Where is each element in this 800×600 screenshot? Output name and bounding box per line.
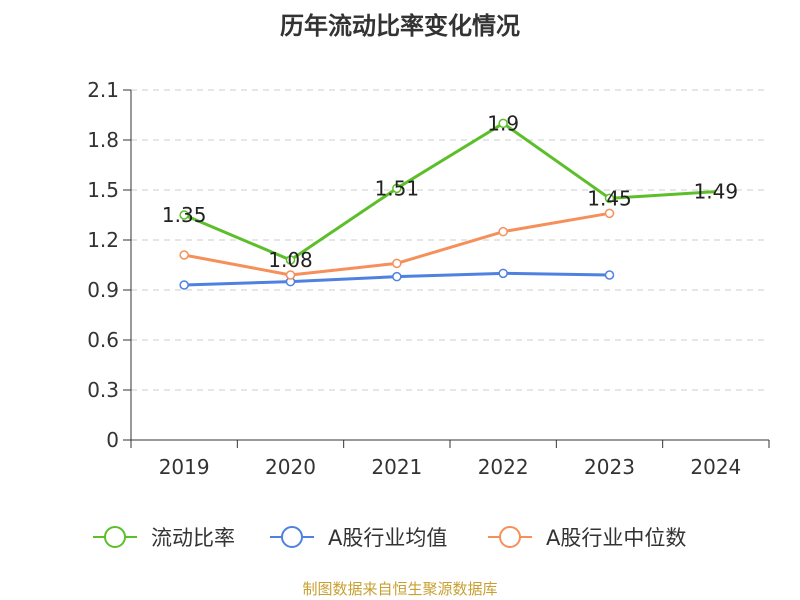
y-tick-label: 0.3 xyxy=(87,378,119,402)
y-tick-label: 0.9 xyxy=(87,278,119,302)
legend-marker xyxy=(499,526,521,548)
x-tick-label: 2020 xyxy=(265,455,316,479)
x-tick-label: 2019 xyxy=(159,455,210,479)
y-tick-label: 0 xyxy=(106,428,119,452)
data-label: 1.49 xyxy=(694,180,739,204)
data-point xyxy=(392,258,402,269)
legend-marker xyxy=(281,526,303,548)
series-line-0 xyxy=(183,121,716,262)
data-point xyxy=(179,250,189,260)
data-label: 1.35 xyxy=(162,203,207,227)
data-label: 1.08 xyxy=(268,248,313,272)
y-tick-label: 1.2 xyxy=(87,228,119,252)
legend-marker xyxy=(104,526,126,548)
x-tick-label: 2021 xyxy=(371,455,422,479)
x-tick-label: 2023 xyxy=(584,455,635,479)
data-point xyxy=(604,270,615,280)
data-point xyxy=(392,183,402,194)
data-label: 1.45 xyxy=(587,186,632,210)
chart-title: 历年流动比率变化情况 xyxy=(280,12,520,40)
data-point xyxy=(285,270,296,280)
legend-label: 流动比率 xyxy=(151,526,235,550)
x-tick-label: 2022 xyxy=(478,455,529,479)
y-tick-label: 1.5 xyxy=(87,178,119,202)
legend-label: A股行业中位数 xyxy=(546,526,686,550)
y-tick-label: 0.6 xyxy=(87,328,119,352)
legend-label: A股行业均值 xyxy=(328,526,447,550)
data-label: 1.51 xyxy=(375,176,420,200)
data-point xyxy=(498,226,508,237)
x-tick-label: 2024 xyxy=(690,455,741,479)
data-point xyxy=(392,271,402,282)
y-tick-label: 1.8 xyxy=(87,128,119,152)
data-point xyxy=(498,118,508,129)
data-point xyxy=(179,210,189,220)
data-point xyxy=(604,208,615,219)
data-point xyxy=(498,268,508,279)
data-label: 1.9 xyxy=(487,111,519,135)
source-note: 制图数据来自恒生聚源数据库 xyxy=(302,580,498,598)
data-point xyxy=(285,255,296,265)
y-tick-label: 2.1 xyxy=(87,78,119,102)
data-point xyxy=(604,193,615,204)
data-point xyxy=(179,280,189,290)
